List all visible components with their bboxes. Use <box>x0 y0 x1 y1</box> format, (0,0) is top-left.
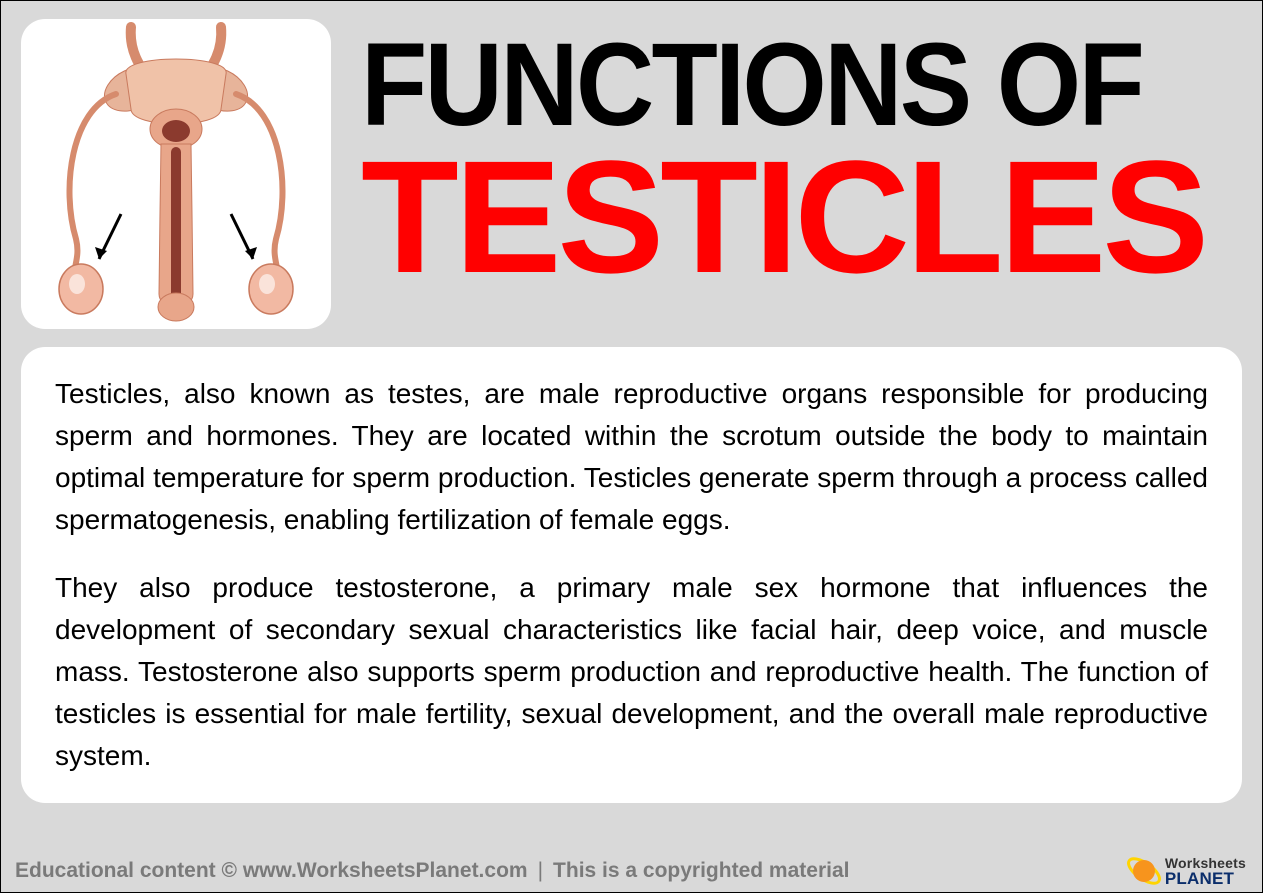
title-line1: FUNCTIONS OF <box>361 29 1172 141</box>
header-row: FUNCTIONS OF TESTICLES <box>1 1 1262 329</box>
title-line2: TESTICLES <box>361 141 1242 293</box>
anatomy-illustration <box>21 19 331 329</box>
paragraph-2: They also produce testosterone, a primar… <box>55 567 1208 777</box>
footer-right: This is a copyrighted material <box>553 859 849 883</box>
footer-separator: | <box>538 859 543 883</box>
logo-line2: PLANET <box>1165 870 1246 887</box>
footer-left: Educational content © www.WorksheetsPlan… <box>15 859 528 883</box>
planet-icon <box>1127 854 1161 888</box>
brand-logo: Worksheets PLANET <box>1127 854 1246 888</box>
paragraph-1: Testicles, also known as testes, are mal… <box>55 373 1208 541</box>
anatomy-svg <box>21 19 331 329</box>
footer-bar: Educational content © www.WorksheetsPlan… <box>1 850 1262 892</box>
logo-line1: Worksheets <box>1165 856 1246 870</box>
title-block: FUNCTIONS OF TESTICLES <box>331 19 1242 293</box>
logo-text: Worksheets PLANET <box>1165 856 1246 887</box>
content-card: Testicles, also known as testes, are mal… <box>21 347 1242 803</box>
